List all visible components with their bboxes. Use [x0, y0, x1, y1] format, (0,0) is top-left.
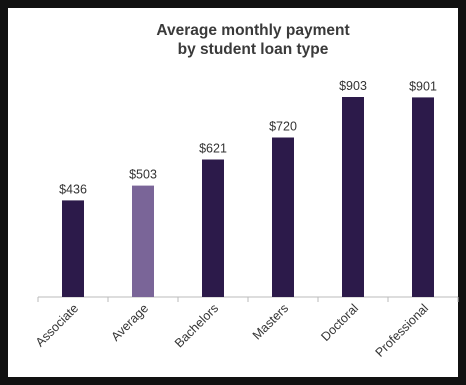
value-label-bachelors: $621	[199, 142, 227, 156]
bar-professional	[412, 97, 434, 298]
chart-title-line-2: by student loan type	[178, 41, 329, 58]
category-label-bachelors: Bachelors	[172, 301, 221, 350]
value-label-doctoral: $903	[339, 79, 367, 93]
category-label-associate: Associate	[33, 301, 81, 349]
category-label-professional: Professional	[373, 301, 432, 360]
bars-group	[62, 97, 434, 298]
bar-doctoral	[342, 97, 364, 297]
bar-bachelors	[202, 159, 224, 297]
value-label-professional: $901	[409, 79, 437, 93]
value-label-masters: $720	[269, 120, 297, 134]
category-label-masters: Masters	[250, 301, 291, 342]
chart-title-line-1: Average monthly payment	[156, 22, 349, 39]
value-labels-group: $436 $503 $621 $720 $903 $901	[59, 79, 437, 196]
category-labels-group: Associate Average Bachelors Masters Doctoral…	[33, 301, 431, 360]
value-label-average: $503	[129, 168, 157, 182]
x-axis-ticks	[37, 297, 459, 302]
category-label-average: Average	[108, 301, 151, 344]
bar-average	[132, 185, 154, 297]
category-label-doctoral: Doctoral	[318, 301, 361, 344]
bar-associate	[62, 200, 84, 297]
bar-masters	[272, 137, 294, 297]
value-label-associate: $436	[59, 182, 87, 196]
